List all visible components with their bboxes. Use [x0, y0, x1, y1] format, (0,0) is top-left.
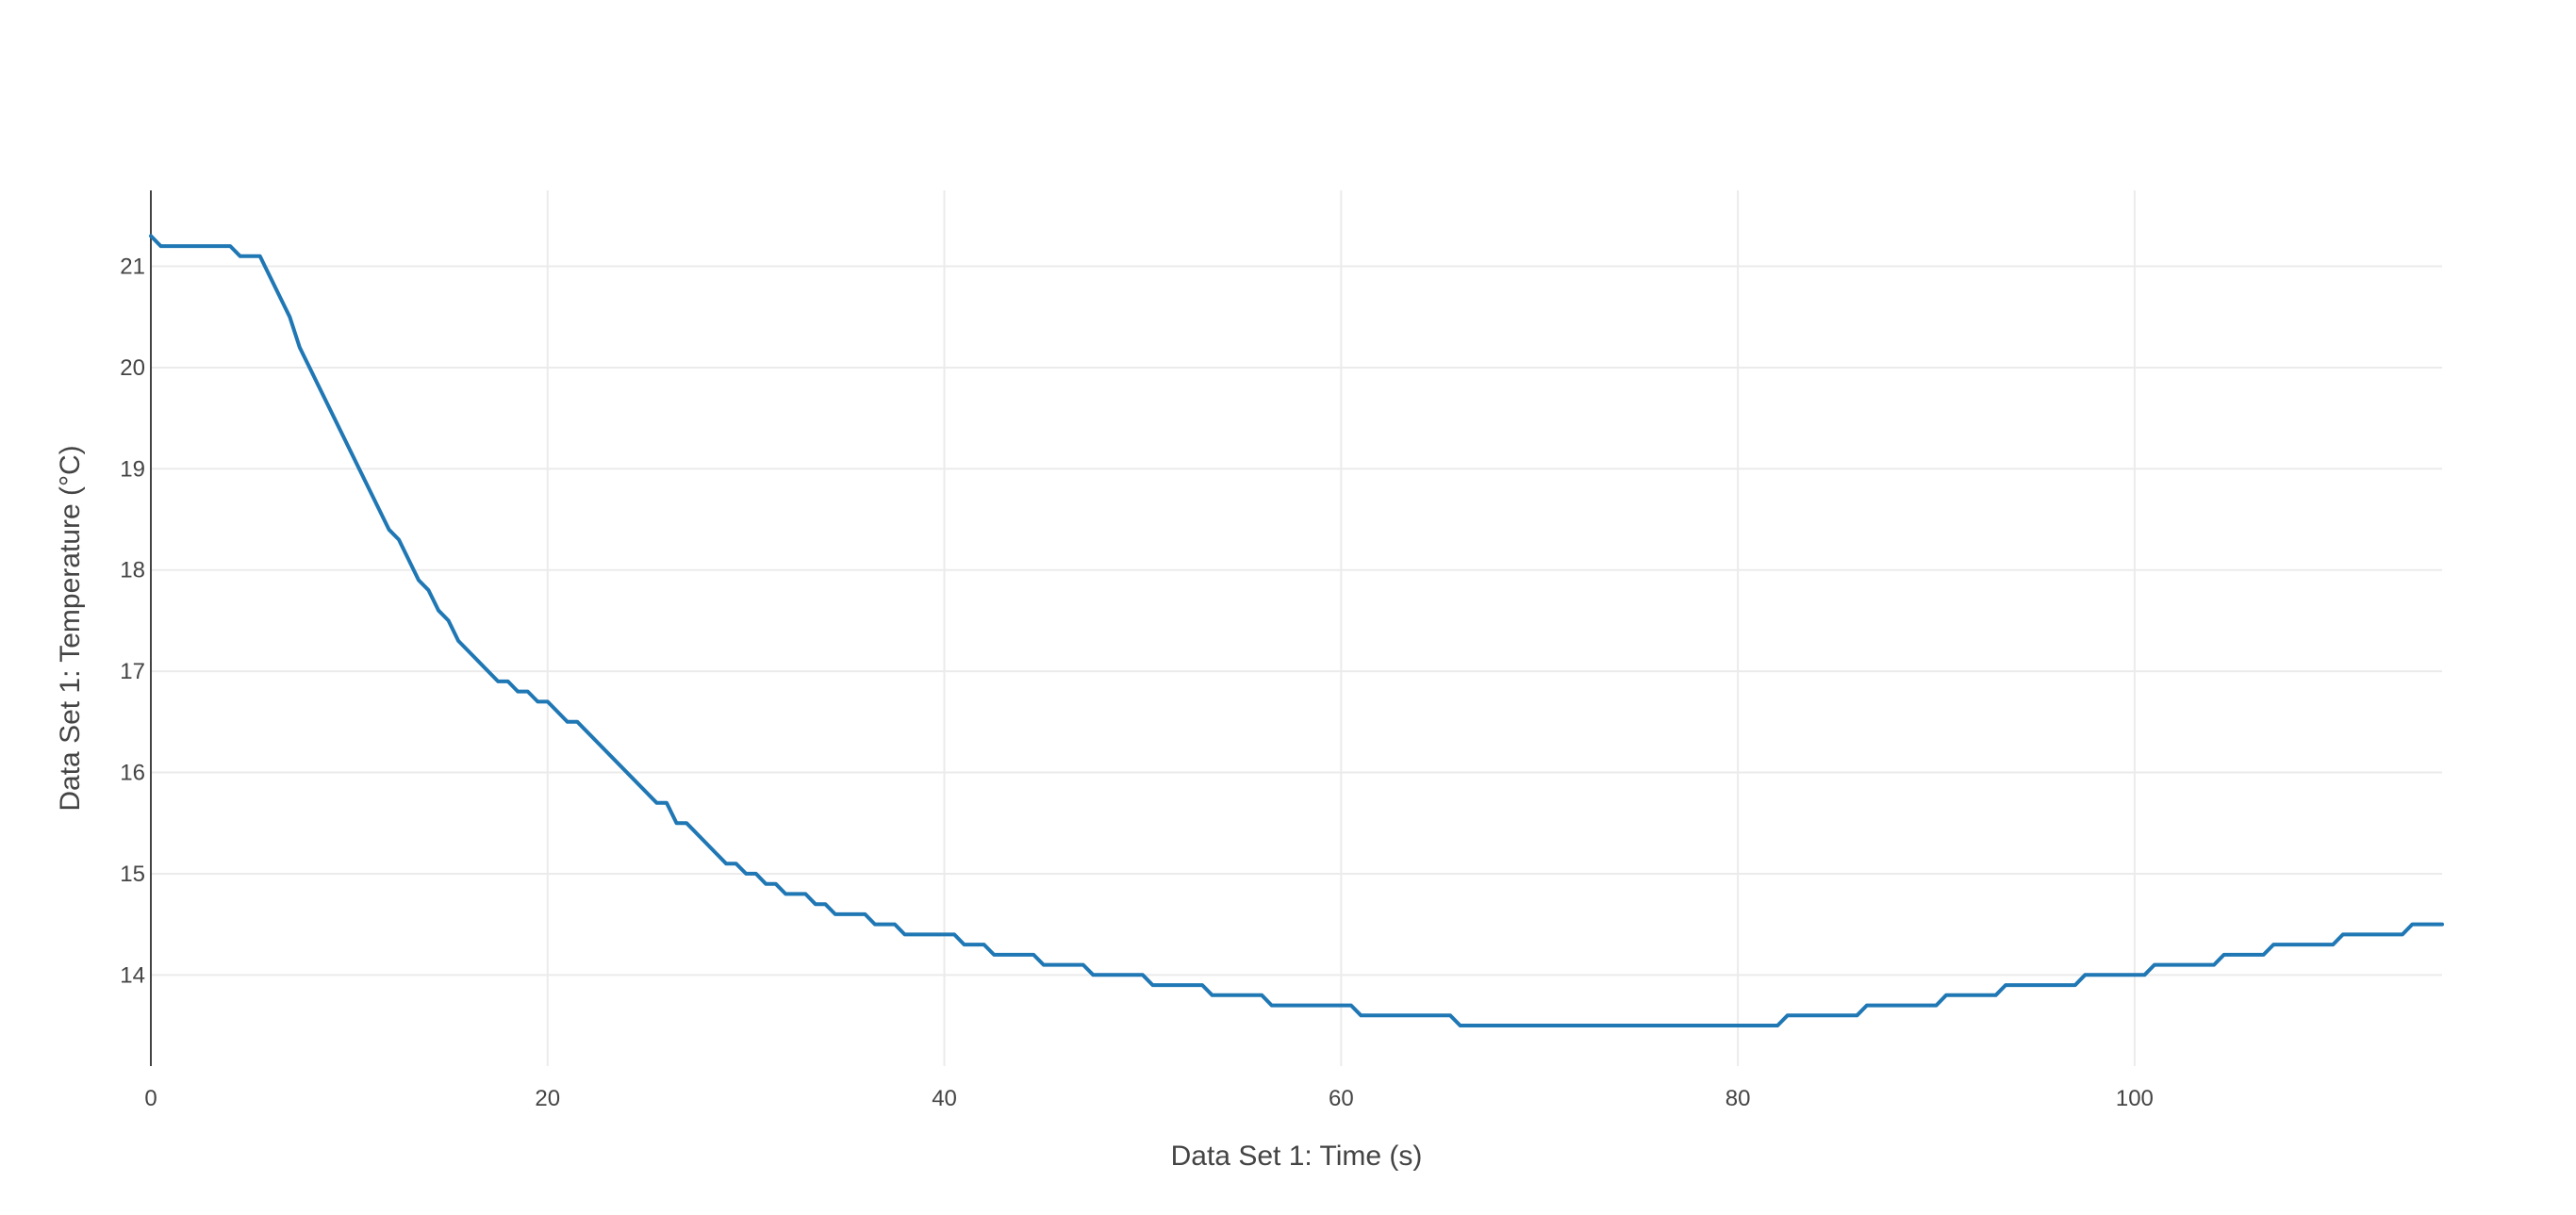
x-tick-label: 80 — [1726, 1086, 1751, 1111]
y-tick-label: 14 — [120, 962, 145, 988]
x-axis-title: Data Set 1: Time (s) — [1171, 1141, 1423, 1172]
x-tick-label: 60 — [1329, 1086, 1354, 1111]
y-tick-label: 20 — [120, 355, 145, 381]
y-tick-label: 15 — [120, 862, 145, 887]
x-tick-label: 20 — [535, 1086, 560, 1111]
series-layer — [149, 234, 2444, 1027]
y-axis-title: Data Set 1: Temperature (°C) — [55, 445, 86, 811]
y-tick-label: 21 — [120, 254, 145, 280]
gridlines — [151, 190, 2442, 1066]
x-tick-label: 40 — [932, 1086, 957, 1111]
series-line — [149, 234, 2444, 1027]
x-tick-label: 0 — [144, 1086, 157, 1111]
y-tick-label: 18 — [120, 558, 145, 583]
y-tick-label: 16 — [120, 761, 145, 786]
tick-labels: 0 20 40 60 80 100 14 15 16 17 18 19 20 21 — [120, 254, 2154, 1111]
x-tick-label: 100 — [2116, 1086, 2154, 1111]
y-tick-label: 17 — [120, 659, 145, 684]
y-tick-label: 19 — [120, 456, 145, 482]
